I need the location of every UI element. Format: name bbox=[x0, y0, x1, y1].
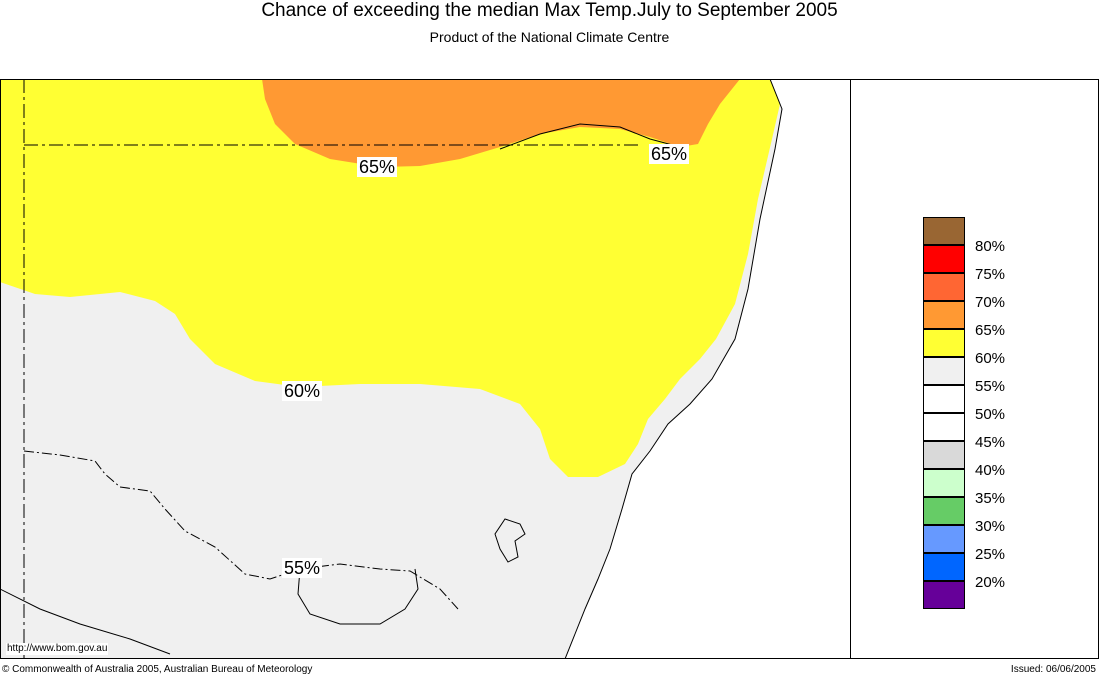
copyright-text: © Commonwealth of Australia 2005, Austra… bbox=[2, 664, 313, 675]
legend-label: 25% bbox=[975, 546, 1006, 563]
legend-label: 40% bbox=[975, 462, 1006, 479]
state-border-vic bbox=[23, 450, 459, 610]
legend-label: 35% bbox=[975, 490, 1006, 507]
legend-swatch bbox=[923, 301, 965, 329]
legend-swatch bbox=[923, 217, 965, 245]
legend-swatch bbox=[923, 245, 965, 273]
legend-swatch bbox=[923, 273, 965, 301]
forecast-map bbox=[0, 79, 1099, 659]
legend-label: 70% bbox=[975, 294, 1006, 311]
legend-swatch bbox=[923, 469, 965, 497]
state-border-dash bbox=[23, 80, 640, 658]
legend-swatch bbox=[923, 357, 965, 385]
lake-outline bbox=[494, 518, 526, 563]
legend-label: 30% bbox=[975, 518, 1006, 535]
legend-swatch bbox=[923, 413, 965, 441]
contour-label-55: 55% bbox=[282, 558, 323, 578]
contour-line-55 bbox=[1, 568, 419, 655]
legend-swatch bbox=[923, 553, 965, 581]
legend-label: 60% bbox=[975, 350, 1006, 367]
map-subtitle: Product of the National Climate Centre bbox=[429, 29, 670, 45]
legend-swatch bbox=[923, 581, 965, 609]
legend-swatch bbox=[923, 525, 965, 553]
legend-swatch bbox=[923, 441, 965, 469]
legend-label: 50% bbox=[975, 406, 1006, 423]
legend-swatch bbox=[923, 497, 965, 525]
legend-label: 65% bbox=[975, 322, 1006, 339]
river-line bbox=[499, 123, 681, 150]
legend-label: 55% bbox=[975, 378, 1006, 395]
legend-label: 20% bbox=[975, 574, 1006, 591]
legend-swatch bbox=[923, 329, 965, 357]
issued-date: Issued: 06/06/2005 bbox=[1010, 664, 1096, 675]
legend-label: 80% bbox=[975, 238, 1006, 255]
map-title: Chance of exceeding the median Max Temp.… bbox=[261, 0, 838, 21]
legend-swatch bbox=[923, 385, 965, 413]
legend-label: 75% bbox=[975, 266, 1006, 283]
contour-label-65-east: 65% bbox=[649, 144, 690, 164]
bom-url: http://www.bom.gov.au bbox=[6, 643, 109, 655]
contour-label-65-west: 65% bbox=[357, 157, 398, 177]
legend-label: 45% bbox=[975, 434, 1006, 451]
coastline bbox=[564, 80, 783, 658]
contour-label-60: 60% bbox=[282, 381, 323, 401]
zone-60-65 bbox=[1, 80, 780, 477]
